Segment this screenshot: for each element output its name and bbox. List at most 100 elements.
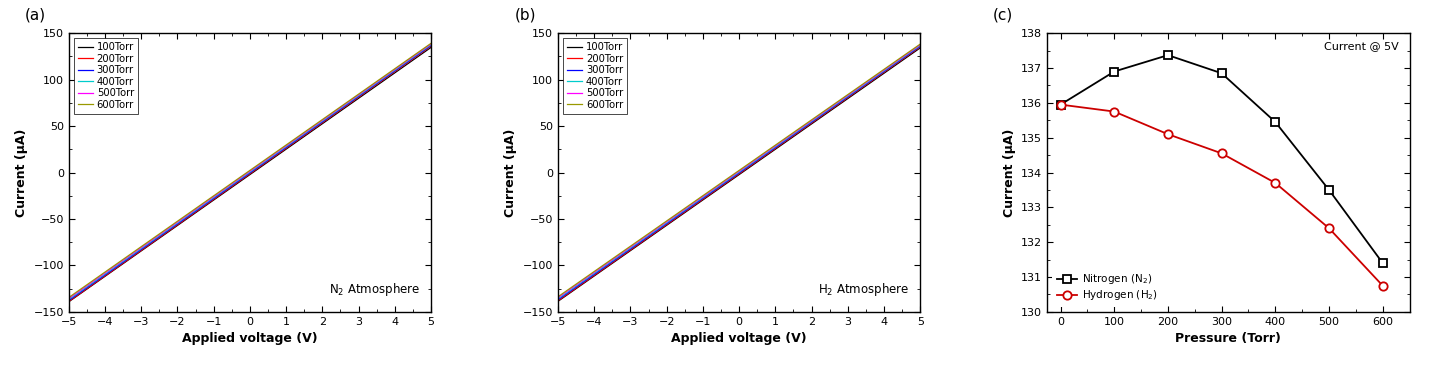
Legend: 100Torr, 200Torr, 300Torr, 400Torr, 500Torr, 600Torr: 100Torr, 200Torr, 300Torr, 400Torr, 500T… — [73, 38, 137, 114]
600Torr — [235, 173, 252, 177]
Line: 600Torr: 600Torr — [69, 43, 431, 297]
Line: 200Torr: 200Torr — [558, 47, 920, 301]
Text: N$_2$ Atmosphere: N$_2$ Atmosphere — [329, 281, 421, 298]
100Torr — [232, 179, 249, 183]
400Torr — [232, 176, 249, 181]
200Torr — [256, 161, 273, 165]
Line: 100Torr: 100Torr — [69, 47, 431, 302]
200Torr — [912, 45, 929, 49]
500Torr — [721, 175, 738, 180]
300Torr — [414, 49, 431, 54]
300Torr — [276, 146, 293, 151]
600Torr — [903, 48, 920, 52]
100Torr — [422, 45, 439, 49]
Legend: 100Torr, 200Torr, 300Torr, 400Torr, 500Torr, 600Torr: 100Torr, 200Torr, 300Torr, 400Torr, 500T… — [562, 38, 627, 114]
Line: 500Torr: 500Torr — [69, 44, 431, 299]
400Torr — [276, 146, 293, 150]
Nitrogen (N$_2$) — [1321, 188, 1338, 192]
500Torr — [912, 42, 929, 47]
600Torr — [358, 87, 375, 92]
500Torr — [903, 49, 920, 53]
400Torr — [846, 89, 863, 93]
300Torr — [766, 146, 783, 151]
Nitrogen (N$_2$) — [1374, 261, 1391, 265]
100Torr — [912, 46, 929, 50]
Nitrogen (N$_2$) — [1266, 120, 1284, 124]
200Torr — [276, 147, 293, 152]
X-axis label: Pressure (Torr): Pressure (Torr) — [1175, 332, 1281, 345]
500Torr — [60, 296, 77, 301]
500Torr — [276, 145, 293, 149]
400Torr — [746, 159, 763, 164]
Hydrogen (H$_2$) — [1106, 109, 1123, 114]
600Torr — [276, 144, 293, 148]
500Torr — [846, 88, 863, 93]
200Torr — [766, 147, 783, 152]
300Torr — [358, 89, 375, 94]
600Torr — [256, 158, 273, 162]
600Torr — [232, 175, 249, 179]
300Torr — [912, 44, 929, 48]
500Torr — [766, 145, 783, 149]
500Torr — [422, 42, 439, 46]
Text: (b): (b) — [514, 7, 537, 22]
200Torr — [414, 50, 431, 54]
600Torr — [912, 42, 929, 46]
Hydrogen (H$_2$) — [1321, 226, 1338, 231]
Line: 100Torr: 100Torr — [558, 48, 920, 301]
Legend: Nitrogen (N$_2$), Hydrogen (H$_2$): Nitrogen (N$_2$), Hydrogen (H$_2$) — [1052, 268, 1162, 307]
600Torr — [721, 175, 738, 179]
Line: 500Torr: 500Torr — [558, 45, 920, 298]
400Torr — [766, 146, 783, 150]
500Torr — [358, 88, 375, 92]
100Torr — [256, 162, 273, 166]
600Torr — [60, 295, 77, 300]
200Torr — [235, 176, 252, 181]
Nitrogen (N$_2$) — [1106, 69, 1123, 74]
500Torr — [550, 296, 567, 300]
600Torr — [550, 294, 567, 299]
Hydrogen (H$_2$) — [1159, 132, 1176, 137]
Y-axis label: Current (μA): Current (μA) — [1003, 128, 1016, 217]
Line: 400Torr: 400Torr — [69, 45, 431, 300]
100Torr — [724, 177, 741, 182]
Nitrogen (N$_2$) — [1052, 102, 1069, 107]
600Torr — [846, 87, 863, 92]
600Torr — [422, 41, 439, 45]
Line: 300Torr: 300Torr — [69, 45, 431, 300]
400Torr — [422, 42, 439, 47]
500Torr — [232, 175, 249, 180]
Hydrogen (H$_2$) — [1052, 102, 1069, 107]
600Torr — [766, 144, 783, 149]
400Torr — [912, 43, 929, 48]
400Torr — [256, 159, 273, 164]
Line: Hydrogen (H$_2$): Hydrogen (H$_2$) — [1056, 100, 1387, 290]
200Torr — [903, 51, 920, 55]
200Torr — [422, 44, 439, 48]
600Torr — [414, 47, 431, 52]
100Torr — [721, 179, 738, 183]
300Torr — [256, 160, 273, 165]
Line: 300Torr: 300Torr — [558, 46, 920, 300]
500Torr — [235, 174, 252, 178]
300Torr — [903, 50, 920, 54]
200Torr — [846, 90, 863, 95]
Hydrogen (H$_2$) — [1374, 283, 1391, 288]
300Torr — [721, 177, 738, 182]
300Torr — [235, 176, 252, 180]
100Torr — [766, 148, 783, 153]
400Torr — [414, 49, 431, 53]
300Torr — [724, 176, 741, 180]
Text: (c): (c) — [993, 7, 1013, 22]
100Torr — [903, 52, 920, 56]
300Torr — [550, 297, 567, 302]
200Torr — [746, 161, 763, 166]
400Torr — [550, 297, 567, 301]
Y-axis label: Current (μA): Current (μA) — [14, 128, 27, 217]
200Torr — [358, 90, 375, 94]
500Torr — [414, 48, 431, 52]
100Torr — [550, 299, 567, 304]
100Torr — [235, 177, 252, 182]
100Torr — [414, 51, 431, 56]
500Torr — [746, 159, 763, 163]
